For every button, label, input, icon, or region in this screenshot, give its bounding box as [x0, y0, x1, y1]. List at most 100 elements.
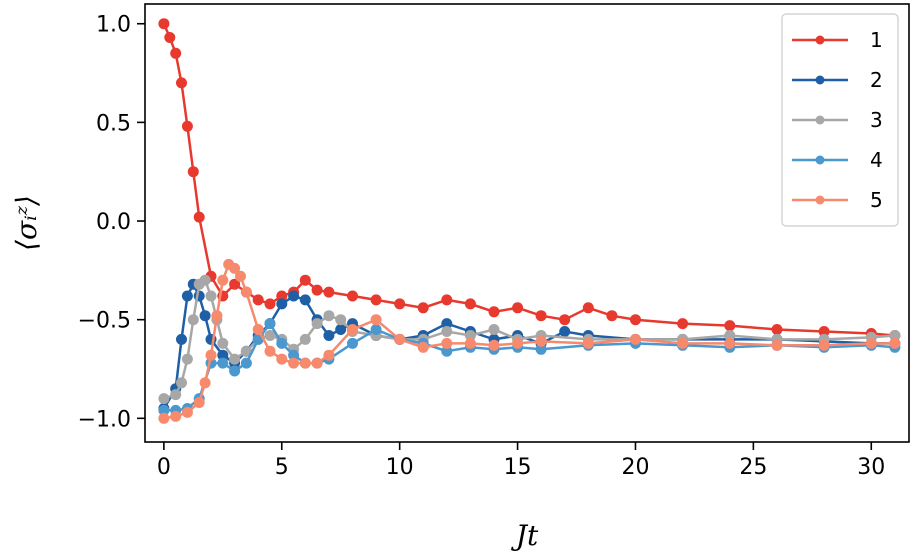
- series-5-point: [199, 377, 211, 389]
- series-1-point: [771, 324, 783, 335]
- series-1-point: [187, 166, 199, 178]
- series-1-point: [252, 294, 264, 306]
- series-3-point: [311, 318, 323, 330]
- series-4-point: [370, 324, 382, 335]
- series-5-point: [347, 324, 358, 335]
- legend-item-3: 3: [792, 108, 883, 132]
- series-3-point: [464, 330, 476, 341]
- x-tick-label: 30: [857, 455, 885, 480]
- series-3-point: [181, 353, 193, 365]
- series-1-point: [417, 302, 429, 314]
- series-5-point: [488, 339, 500, 351]
- x-axis-label: Jt: [511, 519, 539, 552]
- series-3-point: [323, 310, 335, 322]
- series-4-point: [535, 343, 547, 355]
- x-tick-label: 20: [621, 455, 649, 480]
- series-3-point: [176, 377, 187, 389]
- legend-item-2: 2: [792, 68, 883, 92]
- legend: 1 2 3 4 5: [781, 13, 899, 227]
- series-5-point: [771, 339, 783, 351]
- legend-label: 1: [870, 28, 883, 52]
- series-1-point: [176, 77, 187, 89]
- legend-item-1: 1: [792, 28, 883, 52]
- series-5-point: [211, 310, 223, 322]
- x-tick-label: 0: [157, 455, 171, 480]
- series-1-point: [559, 314, 571, 326]
- series-5-point: [252, 324, 264, 335]
- series-5-point: [818, 339, 830, 351]
- legend-marker: [815, 115, 825, 125]
- series-5-point: [582, 337, 594, 349]
- series-1-point: [158, 18, 170, 30]
- series-5-point: [394, 333, 406, 345]
- series-3-point: [488, 324, 500, 335]
- series-4-point: [288, 349, 300, 361]
- series-5-point: [889, 337, 901, 349]
- x-tick-label: 5: [275, 455, 289, 480]
- series-5-point: [677, 337, 689, 349]
- series-5-point: [217, 274, 229, 286]
- y-tick-label: 0.5: [96, 111, 131, 136]
- series-3-point: [299, 333, 311, 345]
- series-5-point: [323, 349, 335, 361]
- series-1-point: [677, 318, 689, 330]
- series-3-point: [240, 345, 252, 357]
- y-tick-label: 0.0: [96, 210, 131, 235]
- series-5-point: [441, 337, 453, 349]
- legend-item-4: 4: [792, 148, 883, 172]
- series-1-point: [170, 47, 182, 59]
- series-3-point: [335, 314, 347, 326]
- series-5-point: [235, 270, 246, 282]
- series-5-point: [288, 357, 300, 369]
- series-2-point: [288, 290, 300, 302]
- series-1-point: [464, 298, 476, 310]
- series-5-point: [264, 345, 276, 357]
- series-2-point: [217, 349, 229, 361]
- series-5-point: [865, 337, 877, 349]
- series-3-point: [441, 326, 453, 337]
- legend-label: 4: [870, 148, 883, 172]
- series-4-point: [276, 337, 288, 349]
- y-axis-label: ⟨σᵢᶻ⟩: [10, 195, 43, 251]
- series-3-point: [889, 330, 901, 341]
- series-5-point: [464, 337, 476, 349]
- series-5-point: [158, 412, 170, 424]
- x-tick-label: 15: [504, 455, 532, 480]
- series-1-point: [606, 310, 618, 322]
- series-1-point: [488, 306, 500, 318]
- series-2-point: [181, 290, 193, 302]
- series-5-point: [370, 314, 382, 326]
- series-4-point: [240, 357, 252, 369]
- series-4-point: [264, 318, 276, 330]
- series-2-point: [176, 333, 187, 345]
- series-2-point: [276, 298, 288, 310]
- series-1-point: [630, 314, 641, 326]
- series-1-point: [181, 120, 193, 132]
- series-2-point: [323, 330, 335, 341]
- series-5-point: [229, 262, 241, 274]
- axes-frame: [144, 3, 910, 443]
- series-2-point: [335, 324, 347, 335]
- series-3-point: [187, 314, 199, 326]
- y-tick-label: 1.0: [96, 13, 131, 38]
- series-1-point: [818, 326, 830, 337]
- series-5-point: [630, 333, 641, 345]
- series-4-point: [441, 345, 453, 357]
- series-5-point: [311, 357, 323, 369]
- series-5-point: [181, 406, 193, 418]
- series-3-point: [264, 330, 276, 341]
- series-5-point: [417, 341, 429, 353]
- series-1-point: [512, 302, 524, 314]
- series-1-point: [164, 32, 176, 43]
- x-tick-label: 10: [386, 455, 414, 480]
- series-1-point: [535, 310, 547, 322]
- legend-marker: [815, 195, 825, 205]
- series-5-point: [240, 286, 252, 298]
- series-1-point: [323, 286, 335, 298]
- series-5-point: [535, 335, 547, 347]
- legend-marker: [815, 75, 825, 85]
- legend-label: 5: [870, 188, 883, 212]
- series-3-point: [158, 393, 170, 405]
- series-1-point: [299, 274, 311, 286]
- y-tick-label: −0.5: [78, 309, 131, 334]
